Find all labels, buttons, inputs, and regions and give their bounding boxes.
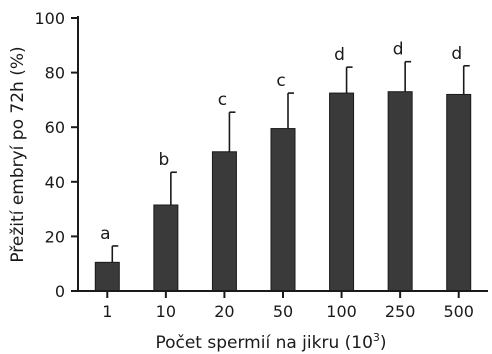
y-tick-label: 100 — [34, 9, 65, 28]
y-tick-label: 40 — [45, 173, 65, 192]
x-tick-label: 500 — [443, 302, 474, 321]
x-axis-ticks: 1 10 20 50 100 250 500 — [102, 291, 474, 321]
x-tick-label: 50 — [273, 302, 293, 321]
bar — [270, 128, 296, 292]
x-axis-title-superscript: 3 — [373, 331, 380, 344]
y-axis-ticks: 0 20 40 60 80 100 — [34, 9, 78, 301]
x-tick-label: 10 — [156, 302, 176, 321]
x-tick-label: 1 — [102, 302, 112, 321]
x-axis-title-main: Počet spermií na jikru (10 — [155, 333, 372, 353]
significance-letter: a — [100, 224, 110, 244]
bar — [153, 204, 179, 292]
y-tick-label: 20 — [45, 227, 65, 246]
bar — [329, 92, 355, 292]
significance-letter: b — [158, 150, 169, 170]
significance-letter: d — [451, 44, 462, 64]
x-axis-title: Počet spermií na jikru (103) — [155, 331, 386, 353]
x-axis-title-suffix: ) — [380, 333, 387, 353]
bars: a b c c d d d — [94, 40, 472, 292]
significance-letter: c — [276, 71, 285, 91]
bar — [211, 151, 237, 292]
bar — [446, 93, 472, 292]
bar — [94, 261, 120, 292]
x-tick-label: 250 — [385, 302, 416, 321]
x-tick-label: 100 — [326, 302, 357, 321]
bar — [387, 91, 413, 292]
y-tick-label: 0 — [55, 282, 65, 301]
x-tick-label: 20 — [214, 302, 234, 321]
significance-letter: d — [334, 45, 345, 65]
y-tick-label: 60 — [45, 118, 65, 137]
significance-letter: d — [393, 40, 404, 60]
significance-letter: c — [218, 90, 227, 110]
y-axis-title: Přežití embryí po 72h (%) — [8, 46, 28, 262]
y-tick-label: 80 — [45, 64, 65, 83]
